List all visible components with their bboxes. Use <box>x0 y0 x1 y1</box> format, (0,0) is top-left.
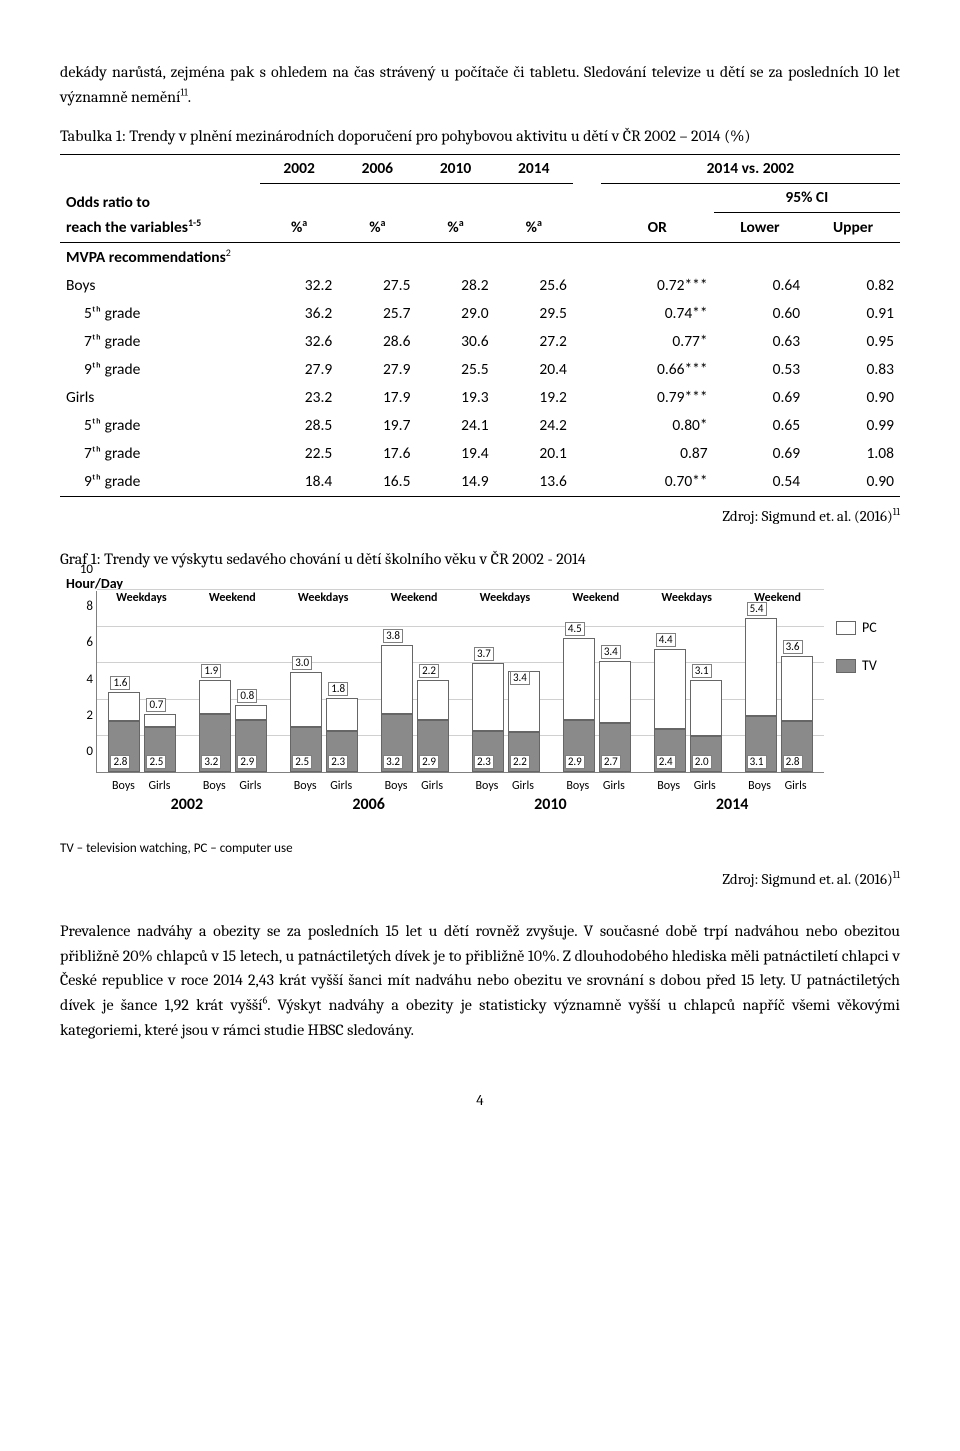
intro-sup: 11 <box>180 86 187 98</box>
table-caption: Tabulka 1: Trendy v plnění mezinárodních… <box>60 124 900 149</box>
th-upper: Upper <box>806 213 900 243</box>
th-pct-sup-3: a <box>459 216 464 229</box>
table-source: Zdroj: Sigmund et. al. (2016)11 <box>60 505 900 528</box>
th-ci: 95% CI <box>714 184 900 213</box>
th-2014: 2014 <box>495 155 573 184</box>
table-row: 7ᵗʰ grade32.628.630.627.2 0.77*0.630.95 <box>60 328 900 356</box>
body-paragraph-2: Prevalence nadváhy a obezity se za posle… <box>60 919 900 1043</box>
page-number: 4 <box>60 1089 900 1112</box>
intro-period: . <box>188 88 191 106</box>
table-row: 5ᵗʰ grade36.225.729.029.5 0.74**0.600.91 <box>60 300 900 328</box>
chart-footnote: TV – television watching, PC – computer … <box>60 839 900 859</box>
th-odds-sup: 1-5 <box>188 216 201 229</box>
source-sup-2: 11 <box>893 869 900 881</box>
x-axis-labels: BoysGirlsBoysGirlsBoysGirlsBoysGirlsBoys… <box>96 777 824 791</box>
table-row: 9ᵗʰ grade18.416.514.913.6 0.70**0.540.90 <box>60 468 900 497</box>
th-2002: 2002 <box>260 155 338 184</box>
th-pct-3: % <box>447 218 458 237</box>
th-2010: 2010 <box>416 155 494 184</box>
th-vs: 2014 vs. 2002 <box>601 155 900 184</box>
intro-paragraph: dekády narůstá, zejména pak s ohledem na… <box>60 60 900 110</box>
th-odds-a: Odds ratio to <box>66 193 150 212</box>
chart-source: Zdroj: Sigmund et. al. (2016)11 <box>60 868 900 891</box>
plot-area: 02468102.81.62.50.73.21.92.90.82.53.02.3… <box>96 591 824 773</box>
table-caption-text: Tabulka 1: Trendy v plnění mezinárodních… <box>60 127 751 145</box>
chart-caption: Graf 1: Trendy ve výskytu sedavého chová… <box>60 547 900 572</box>
table-row: 7ᵗʰ grade22.517.619.420.1 0.870.691.08 <box>60 440 900 468</box>
section-label: MVPA recommendations <box>66 248 226 267</box>
legend-item: TV <box>836 655 900 677</box>
th-pct-sup-2: a <box>381 216 386 229</box>
table-row: 5ᵗʰ grade28.519.724.124.2 0.80*0.650.99 <box>60 412 900 440</box>
th-pct-sup-1: a <box>302 216 307 229</box>
th-2006: 2006 <box>338 155 416 184</box>
th-lower: Lower <box>714 213 807 243</box>
th-pct-2: % <box>369 218 380 237</box>
th-pct-sup-4: a <box>537 216 542 229</box>
x-axis-year-labels: 2002200620102014 <box>96 793 824 811</box>
th-odds-b: reach the variables <box>66 218 188 237</box>
table-row: Boys32.227.528.225.6 0.72***0.640.82 <box>60 272 900 300</box>
th-pct-1: % <box>291 218 302 237</box>
source-text-1: Zdroj: Sigmund et. al. (2016) <box>722 507 892 525</box>
table-1: Odds ratio to reach the variables1-5 200… <box>60 154 900 497</box>
table-row: Girls23.217.919.319.2 0.79***0.690.90 <box>60 384 900 412</box>
legend-item: PC <box>836 617 900 639</box>
th-pct-4: % <box>526 218 537 237</box>
intro-text: dekády narůstá, zejména pak s ohledem na… <box>60 63 900 106</box>
source-text-2: Zdroj: Sigmund et. al. (2016) <box>722 870 892 888</box>
chart-caption-text: Graf 1: Trendy ve výskytu sedavého chová… <box>60 550 586 568</box>
th-or: OR <box>601 213 714 243</box>
table-row: 9ᵗʰ grade27.927.925.520.4 0.66***0.530.8… <box>60 356 900 384</box>
source-sup-1: 11 <box>893 506 900 518</box>
chart-legend: PC TV <box>836 617 900 692</box>
chart-1: Hour/Day WeekdaysWeekendWeekdaysWeekendW… <box>60 577 900 837</box>
